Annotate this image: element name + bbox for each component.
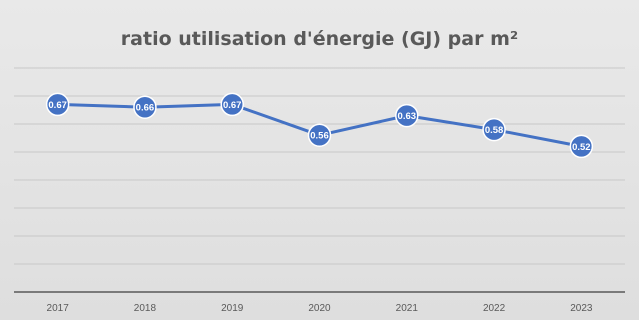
x-tick-label: 2022 — [483, 303, 506, 314]
data-label: 0.66 — [136, 103, 155, 114]
x-tick-label: 2023 — [570, 303, 593, 314]
data-label: 0.67 — [223, 100, 242, 111]
x-tick-label: 2018 — [134, 303, 157, 314]
data-label: 0.58 — [485, 125, 504, 136]
x-tick-label: 2021 — [396, 303, 419, 314]
x-tick-label: 2017 — [47, 303, 70, 314]
data-label: 0.63 — [398, 111, 417, 122]
x-tick-label: 2020 — [308, 303, 331, 314]
data-label: 0.56 — [310, 131, 329, 142]
x-tick-label: 2019 — [221, 303, 244, 314]
data-label: 0.52 — [572, 142, 591, 153]
data-label: 0.67 — [48, 100, 67, 111]
